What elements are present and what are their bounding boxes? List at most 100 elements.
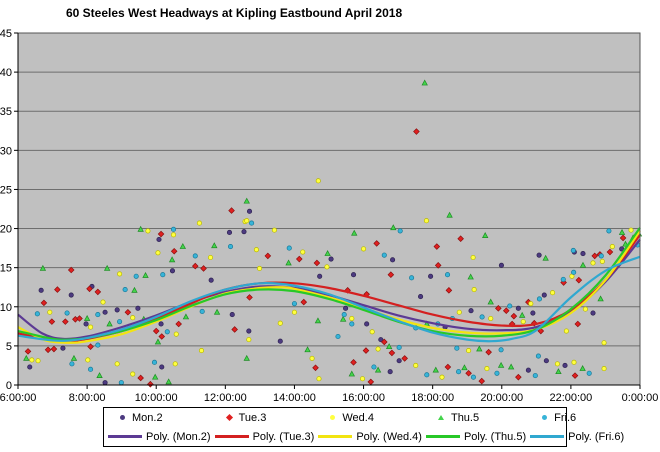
scatter-point-Fri.6[interactable] bbox=[371, 364, 377, 370]
scatter-point-Wed.4[interactable] bbox=[324, 264, 330, 270]
scatter-point-Wed.4[interactable] bbox=[599, 258, 605, 264]
scatter-point-Fri.6[interactable] bbox=[335, 333, 341, 340]
scatter-point-Tue.3[interactable] bbox=[515, 373, 522, 381]
scatter-point-Mon.2[interactable] bbox=[83, 321, 89, 327]
scatter-point-Tue.3[interactable] bbox=[300, 298, 308, 306]
scatter-point-Fri.6[interactable] bbox=[381, 252, 387, 258]
scatter-point-Wed.4[interactable] bbox=[316, 376, 322, 382]
scatter-point-Fri.6[interactable] bbox=[535, 353, 541, 359]
scatter-point-Fri.6[interactable] bbox=[586, 370, 592, 376]
scatter-point-Mon.2[interactable] bbox=[102, 309, 108, 315]
scatter-point-Fri.6[interactable] bbox=[454, 345, 460, 351]
scatter-point-Fri.6[interactable] bbox=[249, 220, 255, 226]
scatter-point-Wed.4[interactable] bbox=[413, 362, 419, 368]
scatter-point-Tue.3[interactable] bbox=[606, 248, 614, 256]
scatter-point-Tue.3[interactable] bbox=[40, 299, 48, 307]
scatter-point-Mon.2[interactable] bbox=[562, 362, 568, 368]
scatter-point-Tue.3[interactable] bbox=[574, 320, 582, 328]
scatter-point-Tue.3[interactable] bbox=[495, 305, 502, 312]
scatter-point-Tue.3[interactable] bbox=[62, 318, 69, 325]
scatter-point-Tue.3[interactable] bbox=[502, 307, 510, 314]
scatter-point-Wed.4[interactable] bbox=[609, 243, 615, 250]
scatter-point-Mon.2[interactable] bbox=[378, 337, 384, 343]
scatter-point-Fri.6[interactable] bbox=[95, 342, 101, 348]
scatter-point-Thu.5[interactable] bbox=[151, 373, 159, 380]
scatter-point-Mon.2[interactable] bbox=[241, 229, 247, 235]
scatter-point-Mon.2[interactable] bbox=[159, 364, 165, 370]
scatter-point-Wed.4[interactable] bbox=[277, 320, 283, 326]
scatter-point-Mon.2[interactable] bbox=[229, 312, 235, 318]
scatter-point-Thu.5[interactable] bbox=[154, 338, 162, 345]
scatter-point-Wed.4[interactable] bbox=[471, 287, 477, 293]
scatter-point-Fri.6[interactable] bbox=[444, 272, 451, 278]
scatter-point-Wed.4[interactable] bbox=[528, 301, 534, 307]
scatter-point-Mon.2[interactable] bbox=[246, 208, 253, 214]
scatter-point-Mon.2[interactable] bbox=[541, 292, 547, 298]
scatter-point-Mon.2[interactable] bbox=[343, 305, 349, 311]
scatter-point-Fri.6[interactable] bbox=[286, 245, 292, 251]
scatter-point-Fri.6[interactable] bbox=[494, 370, 500, 376]
scatter-point-Mon.2[interactable] bbox=[277, 338, 283, 344]
scatter-point-Thu.5[interactable] bbox=[446, 211, 453, 218]
scatter-point-Fri.6[interactable] bbox=[606, 228, 612, 234]
scatter-point-Fri.6[interactable] bbox=[349, 321, 355, 327]
scatter-point-Wed.4[interactable] bbox=[271, 227, 277, 233]
scatter-point-Mon.2[interactable] bbox=[208, 277, 214, 283]
scatter-point-Wed.4[interactable] bbox=[628, 227, 634, 233]
scatter-point-Mon.2[interactable] bbox=[580, 251, 586, 257]
scatter-point-Thu.5[interactable] bbox=[421, 79, 428, 86]
scatter-point-Mon.2[interactable] bbox=[135, 305, 141, 311]
scatter-point-Wed.4[interactable] bbox=[375, 346, 381, 352]
scatter-point-Tue.3[interactable] bbox=[373, 240, 380, 247]
scatter-point-Mon.2[interactable] bbox=[350, 272, 357, 278]
scatter-point-Wed.4[interactable] bbox=[170, 232, 177, 238]
scatter-point-Fri.6[interactable] bbox=[532, 373, 538, 379]
scatter-point-Fri.6[interactable] bbox=[164, 329, 170, 335]
scatter-point-Thu.5[interactable] bbox=[374, 366, 382, 373]
scatter-point-Thu.5[interactable] bbox=[476, 345, 483, 352]
scatter-point-Wed.4[interactable] bbox=[349, 315, 355, 322]
scatter-point-Mon.2[interactable] bbox=[590, 310, 596, 316]
legend-item-mon-2[interactable]: Mon.2 bbox=[104, 412, 211, 424]
scatter-point-Fri.6[interactable] bbox=[117, 319, 123, 325]
scatter-point-Thu.5[interactable] bbox=[304, 346, 311, 353]
scatter-point-Fri.6[interactable] bbox=[470, 374, 476, 380]
scatter-point-Thu.5[interactable] bbox=[70, 354, 78, 361]
scatter-point-Fri.6[interactable] bbox=[498, 347, 504, 353]
scatter-point-Tue.3[interactable] bbox=[380, 338, 388, 346]
scatter-point-Wed.4[interactable] bbox=[359, 376, 366, 382]
scatter-point-Tue.3[interactable] bbox=[191, 262, 199, 270]
scatter-point-Wed.4[interactable] bbox=[246, 337, 252, 343]
scatter-point-Wed.4[interactable] bbox=[309, 355, 315, 361]
scatter-point-Fri.6[interactable] bbox=[170, 226, 177, 232]
scatter-point-Fri.6[interactable] bbox=[397, 228, 403, 234]
scatter-point-Tue.3[interactable] bbox=[313, 259, 321, 267]
legend-item-tue-3[interactable]: Tue.3 bbox=[211, 412, 315, 424]
scatter-point-Thu.5[interactable] bbox=[106, 320, 113, 327]
scatter-point-Wed.4[interactable] bbox=[315, 178, 321, 184]
scatter-point-Fri.6[interactable] bbox=[560, 276, 566, 282]
scatter-point-Tue.3[interactable] bbox=[87, 343, 94, 350]
scatter-point-Fri.6[interactable] bbox=[570, 247, 576, 254]
scatter-point-Tue.3[interactable] bbox=[413, 128, 420, 135]
scatter-point-Fri.6[interactable] bbox=[396, 344, 402, 351]
scatter-point-Tue.3[interactable] bbox=[295, 255, 303, 263]
scatter-point-Wed.4[interactable] bbox=[47, 309, 53, 315]
scatter-point-Wed.4[interactable] bbox=[145, 228, 151, 234]
scatter-point-Mon.2[interactable] bbox=[396, 358, 402, 364]
scatter-point-Wed.4[interactable] bbox=[130, 315, 136, 321]
scatter-point-Thu.5[interactable] bbox=[348, 370, 355, 377]
trend-line-poly-mon-2-[interactable] bbox=[17, 238, 641, 341]
scatter-point-Tue.3[interactable] bbox=[175, 320, 182, 328]
scatter-point-Wed.4[interactable] bbox=[172, 361, 178, 367]
scatter-point-Tue.3[interactable] bbox=[94, 288, 102, 296]
scatter-point-Thu.5[interactable] bbox=[385, 343, 393, 350]
scatter-point-Tue.3[interactable] bbox=[575, 276, 583, 284]
scatter-point-Mon.2[interactable] bbox=[515, 305, 521, 311]
legend-item-poly-fri-6-[interactable]: Poly. (Fri.6) bbox=[526, 431, 624, 443]
scatter-point-Wed.4[interactable] bbox=[100, 299, 106, 305]
scatter-point-Mon.2[interactable] bbox=[364, 321, 370, 327]
scatter-point-Fri.6[interactable] bbox=[199, 308, 205, 315]
scatter-point-Fri.6[interactable] bbox=[69, 361, 75, 367]
scatter-point-Tue.3[interactable] bbox=[147, 380, 154, 388]
